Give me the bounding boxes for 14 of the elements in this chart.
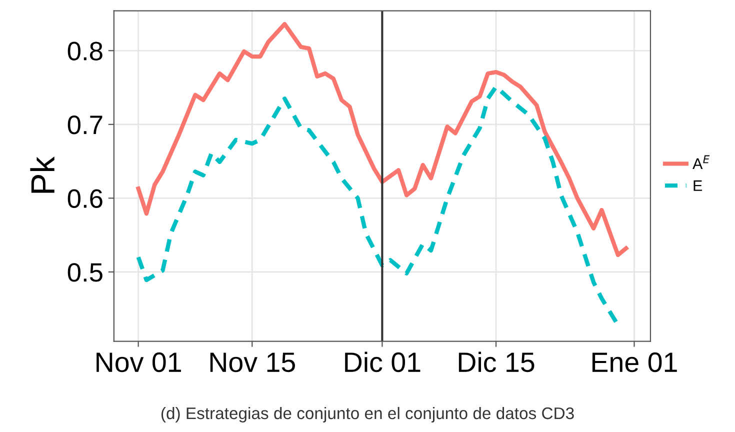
x-tick-label: Nov 15 bbox=[210, 352, 295, 372]
y-tick-label: 0.5 bbox=[68, 263, 102, 282]
y-tick-label: 0.8 bbox=[68, 42, 102, 60]
x-tick-label: Dic 01 bbox=[345, 352, 420, 372]
y-axis-title: Pk bbox=[30, 156, 54, 193]
y-tick-label: 0.7 bbox=[68, 116, 102, 134]
x-tick-label: Dic 15 bbox=[458, 352, 534, 372]
legend-label: E bbox=[694, 180, 702, 191]
text: (d) Estrategias de conjunto en el conjunto de datos CD3 bbox=[161, 406, 574, 422]
line-series bbox=[136, 22, 628, 258]
legend-label: A$^{E}$ bbox=[692, 155, 710, 169]
x-tick-label: Nov 01 bbox=[96, 352, 181, 372]
y-tick-label: 0.6 bbox=[68, 189, 102, 208]
x-tick-label: Ene 01 bbox=[592, 352, 677, 372]
